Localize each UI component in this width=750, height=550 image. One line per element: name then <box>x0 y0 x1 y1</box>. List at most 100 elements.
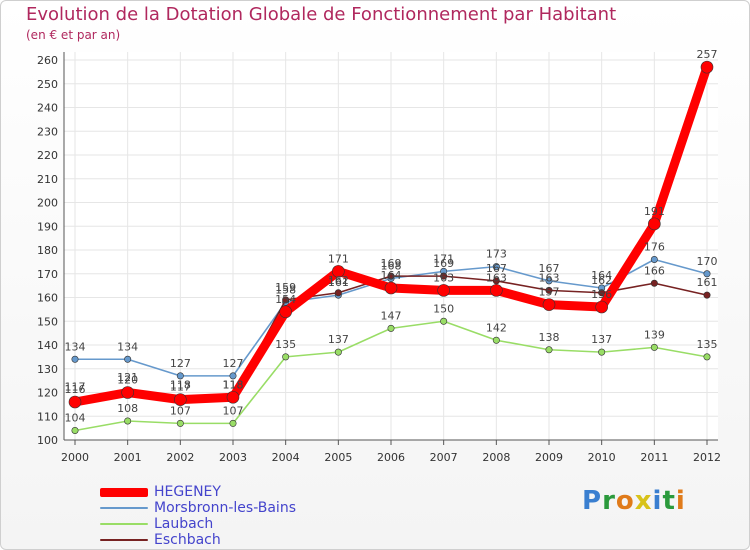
data-point-laubach-2012 <box>703 353 711 361</box>
data-label-laubach-2007: 150 <box>433 302 454 315</box>
data-point-morsbronn-les-bains-2002 <box>176 372 184 380</box>
legend-label-laubach: Laubach <box>154 516 214 532</box>
data-point-hegeney-2009 <box>542 298 556 311</box>
data-label-morsbronn-les-bains-2010: 164 <box>591 269 612 282</box>
data-point-eschbach-2008 <box>492 277 500 285</box>
data-point-hegeney-2011 <box>648 217 661 231</box>
data-point-hegeney-2003 <box>226 390 240 404</box>
legend-swatch-laubach <box>100 523 148 525</box>
logo-letter-0: P <box>582 486 603 516</box>
logo-letter-5: t <box>662 486 676 516</box>
logo-letter-1: r <box>602 486 616 516</box>
x-tick-label-2007: 2007 <box>430 451 458 464</box>
chart-title: Evolution de la Dotation Globale de Fonc… <box>26 4 617 25</box>
data-label-laubach-2008: 142 <box>486 321 507 334</box>
data-label-morsbronn-les-bains-2008: 173 <box>486 248 507 261</box>
data-point-eschbach-2005 <box>334 289 342 297</box>
data-point-eschbach-2011 <box>650 279 658 287</box>
data-label-hegeney-2000: 116 <box>65 383 86 396</box>
legend-label-hegeney: HEGENEY <box>154 484 221 500</box>
x-tick-label-2009: 2009 <box>535 451 563 464</box>
line-chart: 100 110 120 130 140 150 160 170 180 190 200 210 220 2… <box>37 48 721 464</box>
data-label-eschbach-2008: 167 <box>486 262 507 275</box>
data-label-eschbach-2000: 117 <box>65 381 86 394</box>
logo-letter-3: x <box>634 486 653 516</box>
proxiti-logo: Proxiti <box>582 486 686 516</box>
x-tick-label-2001: 2001 <box>114 451 142 464</box>
y-tick-label-100: 100 <box>37 434 58 447</box>
data-point-laubach-2010 <box>598 348 606 356</box>
data-point-laubach-2003 <box>229 419 237 427</box>
y-tick-label-130: 130 <box>37 363 58 376</box>
x-tick-label-2003: 2003 <box>219 451 247 464</box>
data-label-hegeney-2003: 118 <box>223 378 244 391</box>
x-tick-label-2000: 2000 <box>61 451 89 464</box>
y-tick-label-260: 260 <box>37 54 58 67</box>
data-label-morsbronn-les-bains-2004: 158 <box>275 283 296 296</box>
y-tick-label-110: 110 <box>37 410 58 423</box>
data-label-hegeney-2009: 157 <box>539 286 560 299</box>
x-tick-label-2012: 2012 <box>693 451 721 464</box>
legend-item-eschbach: Eschbach <box>100 532 296 548</box>
data-point-morsbronn-les-bains-2003 <box>229 372 237 380</box>
legend-swatch-eschbach <box>100 539 148 541</box>
y-tick-label-200: 200 <box>37 197 58 210</box>
data-label-laubach-2010: 137 <box>591 333 612 346</box>
data-label-morsbronn-les-bains-2007: 171 <box>433 252 454 265</box>
data-label-eschbach-2005: 162 <box>328 274 349 287</box>
data-label-laubach-2000: 104 <box>65 412 86 425</box>
data-point-hegeney-2010 <box>595 300 608 314</box>
data-label-eschbach-2006: 169 <box>381 257 402 270</box>
data-label-hegeney-2005: 171 <box>328 252 349 265</box>
y-tick-label-120: 120 <box>37 387 58 400</box>
y-tick-label-180: 180 <box>37 244 58 257</box>
data-point-laubach-2007 <box>440 317 448 325</box>
data-point-laubach-2001 <box>124 417 132 425</box>
data-label-hegeney-2006: 164 <box>381 269 402 282</box>
data-point-laubach-2000 <box>71 426 79 434</box>
data-label-hegeney-2010: 156 <box>591 288 612 301</box>
data-point-hegeney-2000 <box>68 395 82 409</box>
data-point-eschbach-2006 <box>387 272 395 280</box>
data-label-morsbronn-les-bains-2011: 176 <box>644 241 665 254</box>
legend-swatch-hegeney <box>100 487 148 497</box>
data-point-hegeney-2007 <box>437 284 450 297</box>
chart-legend: HEGENEY Morsbronn-les-Bains Laubach Eschbac… <box>100 484 296 548</box>
y-tick-label-230: 230 <box>37 125 58 138</box>
data-label-eschbach-2007: 169 <box>433 257 454 270</box>
data-label-laubach-2003: 107 <box>223 404 244 417</box>
legend-item-hegeney: HEGENEY <box>100 484 296 500</box>
x-tick-label-2011: 2011 <box>640 451 668 464</box>
x-tick-label-2006: 2006 <box>377 451 405 464</box>
data-point-hegeney-2001 <box>121 386 134 399</box>
data-label-eschbach-2004: 159 <box>275 281 296 294</box>
data-label-eschbach-2001: 121 <box>117 371 138 384</box>
x-tick-label-2002: 2002 <box>166 451 194 464</box>
y-tick-label-140: 140 <box>37 339 58 352</box>
data-label-morsbronn-les-bains-2012: 170 <box>697 255 718 268</box>
x-tick-label-2005: 2005 <box>324 451 352 464</box>
data-label-hegeney-2004: 154 <box>275 293 296 306</box>
data-point-laubach-2008 <box>492 336 500 344</box>
data-label-laubach-2002: 107 <box>170 404 191 417</box>
data-label-laubach-2001: 108 <box>117 402 138 415</box>
legend-label-morsbronn-les-bains: Morsbronn-les-Bains <box>154 500 296 516</box>
data-label-hegeney-2012: 257 <box>697 48 718 61</box>
data-label-eschbach-2010: 162 <box>591 274 612 287</box>
data-label-hegeney-2008: 163 <box>486 271 507 284</box>
data-point-morsbronn-les-bains-2012 <box>703 270 711 278</box>
data-point-morsbronn-les-bains-2008 <box>492 263 500 271</box>
data-point-laubach-2011 <box>650 343 658 351</box>
data-label-morsbronn-les-bains-2002: 127 <box>170 357 191 370</box>
data-label-hegeney-2007: 163 <box>433 271 454 284</box>
data-label-eschbach-2002: 118 <box>170 378 191 391</box>
legend-item-morsbronn-les-bains: Morsbronn-les-Bains <box>100 500 296 516</box>
data-label-hegeney-2002: 117 <box>170 381 191 394</box>
logo-letter-2: o <box>615 486 635 516</box>
data-point-morsbronn-les-bains-2011 <box>650 255 658 263</box>
y-tick-label-220: 220 <box>37 149 58 162</box>
data-label-eschbach-2003: 118 <box>223 378 244 391</box>
legend-swatch-morsbronn-les-bains <box>100 507 148 509</box>
data-label-eschbach-2011: 166 <box>644 264 665 277</box>
data-label-morsbronn-les-bains-2006: 168 <box>381 260 402 273</box>
